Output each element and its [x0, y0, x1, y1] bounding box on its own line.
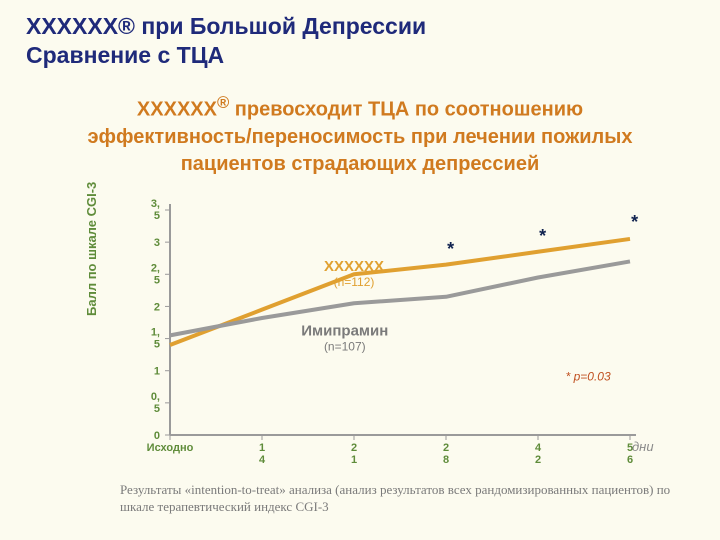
significance-star: *: [447, 239, 454, 259]
series-label: Имипрамин: [301, 322, 388, 339]
x-tick-label: 1: [259, 442, 265, 454]
y-tick-label: 5: [154, 403, 160, 415]
x-axis-label: дни: [632, 439, 654, 454]
x-tick-label: 1: [351, 454, 357, 466]
x-tick-label: 8: [443, 454, 449, 466]
significance-star: *: [539, 226, 546, 246]
y-tick-label: 5: [154, 210, 160, 222]
x-tick-label: Исходно: [147, 442, 194, 454]
series-line: [170, 261, 630, 335]
x-tick-label: 2: [351, 442, 357, 454]
y-tick-label: 0,: [151, 391, 160, 403]
series-label: XXXXXX: [324, 258, 384, 275]
y-tick-label: 1,: [151, 327, 160, 339]
series-n-label: (n=112): [334, 275, 375, 289]
x-tick-label: 4: [259, 454, 266, 466]
x-tick-label: 4: [535, 442, 542, 454]
y-tick-label: 1: [154, 366, 160, 378]
y-tick-label: 5: [154, 274, 160, 286]
series-line: [170, 239, 630, 345]
x-tick-label: 2: [535, 454, 541, 466]
y-tick-label: 2: [154, 301, 160, 313]
x-tick-label: 2: [443, 442, 449, 454]
x-tick-label: 6: [627, 454, 633, 466]
y-tick-label: 5: [154, 339, 160, 351]
y-tick-label: 0: [154, 430, 160, 442]
p-value-note: * p=0.03: [566, 369, 611, 383]
y-tick-label: 2,: [151, 262, 160, 274]
y-tick-label: 3: [154, 237, 160, 249]
line-chart: 00,511,522,533,5Исходно1421284256дниXXXX…: [0, 0, 720, 540]
significance-star: *: [631, 212, 638, 232]
footnote-text: Результаты «intention-to-treat» анализа …: [120, 482, 680, 516]
series-n-label: (n=107): [324, 339, 366, 353]
y-tick-label: 3,: [151, 198, 160, 210]
